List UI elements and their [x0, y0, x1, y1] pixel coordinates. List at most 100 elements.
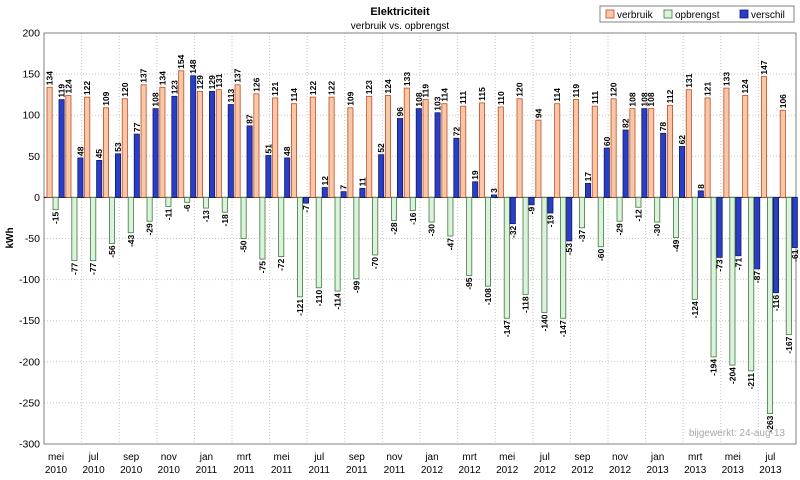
- value-label-opbrengst: -147: [502, 320, 512, 337]
- bar-verschil: [378, 154, 385, 198]
- y-tick-label: -200: [19, 356, 40, 368]
- value-label-opbrengst: -16: [408, 212, 418, 225]
- value-label-verschil: 87: [245, 114, 255, 124]
- x-tick-year: 2012: [496, 465, 519, 476]
- x-tick-year: 2012: [421, 465, 444, 476]
- value-label-verschil: 7: [339, 185, 349, 190]
- bar-verschil: [547, 196, 554, 214]
- bar-opbrengst: [522, 196, 529, 295]
- bar-verschil: [754, 196, 761, 270]
- value-label-opbrengst: -211: [746, 373, 756, 390]
- x-tick-year: 2011: [346, 465, 368, 476]
- bar-verbruik: [573, 99, 580, 198]
- value-label-verbruik: 106: [778, 94, 788, 108]
- value-label-verbruik: 122: [82, 81, 92, 95]
- bar-verbruik: [234, 84, 241, 198]
- x-tick-month: sep: [123, 452, 140, 463]
- value-label-verschil: 108: [414, 92, 424, 106]
- bar-opbrengst: [240, 196, 247, 239]
- value-label-opbrengst: -12: [633, 209, 643, 222]
- bar-opbrengst: [428, 196, 435, 223]
- bar-verbruik: [272, 97, 279, 198]
- x-tick-year: 2011: [384, 465, 406, 476]
- bar-verbruik: [667, 104, 674, 198]
- value-label-opbrengst: -6: [182, 204, 192, 212]
- bar-verbruik: [366, 95, 373, 198]
- value-label-opbrengst: -118: [521, 296, 531, 313]
- value-label-verbruik: 111: [458, 91, 468, 105]
- value-label-verschil: -19: [545, 215, 555, 228]
- x-tick-month: mei: [499, 452, 515, 463]
- legend-swatch-verbruik: [605, 9, 615, 19]
- bar-opbrengst: [259, 196, 266, 260]
- bar-opbrengst: [52, 196, 59, 211]
- value-label-opbrengst: -108: [483, 288, 493, 305]
- legend-swatch-verschil: [739, 9, 749, 19]
- value-label-verschil: 129: [207, 75, 217, 89]
- bar-verbruik: [591, 105, 598, 198]
- bar-verschil: [208, 90, 215, 198]
- legend: verbruik opbrengst verschil: [599, 5, 795, 23]
- bar-verbruik: [215, 89, 222, 198]
- value-label-verbruik: 120: [120, 82, 130, 96]
- chart-subtitle: verbruik vs. opbrengst: [351, 21, 450, 32]
- value-label-verbruik: 131: [214, 73, 224, 87]
- bar-opbrengst: [447, 196, 454, 237]
- bar-verschil: [302, 196, 309, 204]
- y-tick-label: -50: [25, 233, 40, 245]
- x-tick-year: 2012: [534, 465, 557, 476]
- x-tick-month: sep: [349, 452, 366, 463]
- value-label-opbrengst: -75: [257, 261, 267, 274]
- bar-verbruik: [629, 108, 636, 198]
- value-label-verschil: 17: [583, 172, 593, 182]
- bar-opbrengst: [466, 196, 473, 276]
- value-label-verbruik: 115: [477, 87, 487, 101]
- value-label-opbrengst: -121: [295, 299, 305, 316]
- value-label-opbrengst: -147: [558, 320, 568, 337]
- value-label-verbruik: 114: [289, 88, 299, 102]
- bar-verbruik: [535, 119, 542, 198]
- value-label-opbrengst: -29: [145, 223, 155, 236]
- value-label-verbruik: 122: [327, 81, 337, 95]
- bar-opbrengst: [71, 196, 78, 262]
- value-label-opbrengst: -56: [107, 245, 117, 258]
- value-label-opbrengst: -18: [220, 214, 230, 227]
- bar-verbruik: [121, 98, 128, 198]
- value-label-verbruik: 119: [421, 84, 431, 98]
- value-label-verschil: -61: [790, 249, 800, 262]
- bar-verschil: [152, 108, 159, 198]
- value-label-verbruik: 120: [515, 82, 525, 96]
- bar-opbrengst: [202, 196, 209, 209]
- value-label-verbruik: 126: [251, 77, 261, 91]
- legend-label-verschil: verschil: [751, 10, 785, 21]
- x-tick-year: 2010: [120, 465, 143, 476]
- bar-verbruik: [65, 95, 72, 198]
- value-label-opbrengst: -15: [51, 211, 61, 224]
- y-axis-label: kWh: [5, 227, 16, 248]
- bar-opbrengst: [109, 196, 116, 244]
- x-tick-month: mei: [274, 452, 290, 463]
- value-label-verschil: -7: [301, 205, 311, 213]
- x-tick-month: mrt: [688, 452, 703, 463]
- bar-verschil: [115, 153, 122, 198]
- bar-verbruik: [441, 103, 448, 198]
- value-label-opbrengst: -13: [201, 210, 211, 223]
- bar-verbruik: [704, 97, 711, 198]
- bar-verschil: [472, 181, 479, 198]
- value-label-opbrengst: -110: [314, 290, 324, 307]
- value-label-verbruik: 122: [308, 81, 318, 95]
- x-tick-month: jul: [313, 452, 324, 463]
- bar-verschil: [340, 191, 347, 198]
- value-label-verschil: 8: [696, 184, 706, 189]
- bar-verschil: [603, 147, 610, 198]
- value-label-verbruik: 137: [139, 68, 149, 82]
- y-tick-label: -150: [19, 315, 40, 327]
- bar-verbruik: [422, 99, 429, 198]
- bar-verschil: [284, 157, 291, 198]
- plot-area: 200150100500-50-100-150-200-250-30013412…: [19, 28, 800, 477]
- value-label-verschil: 77: [132, 122, 142, 132]
- value-label-verschil: -73: [715, 259, 725, 272]
- bar-verschil: [660, 132, 667, 198]
- value-label-opbrengst: -47: [445, 238, 455, 251]
- value-label-verschil: 53: [113, 142, 123, 152]
